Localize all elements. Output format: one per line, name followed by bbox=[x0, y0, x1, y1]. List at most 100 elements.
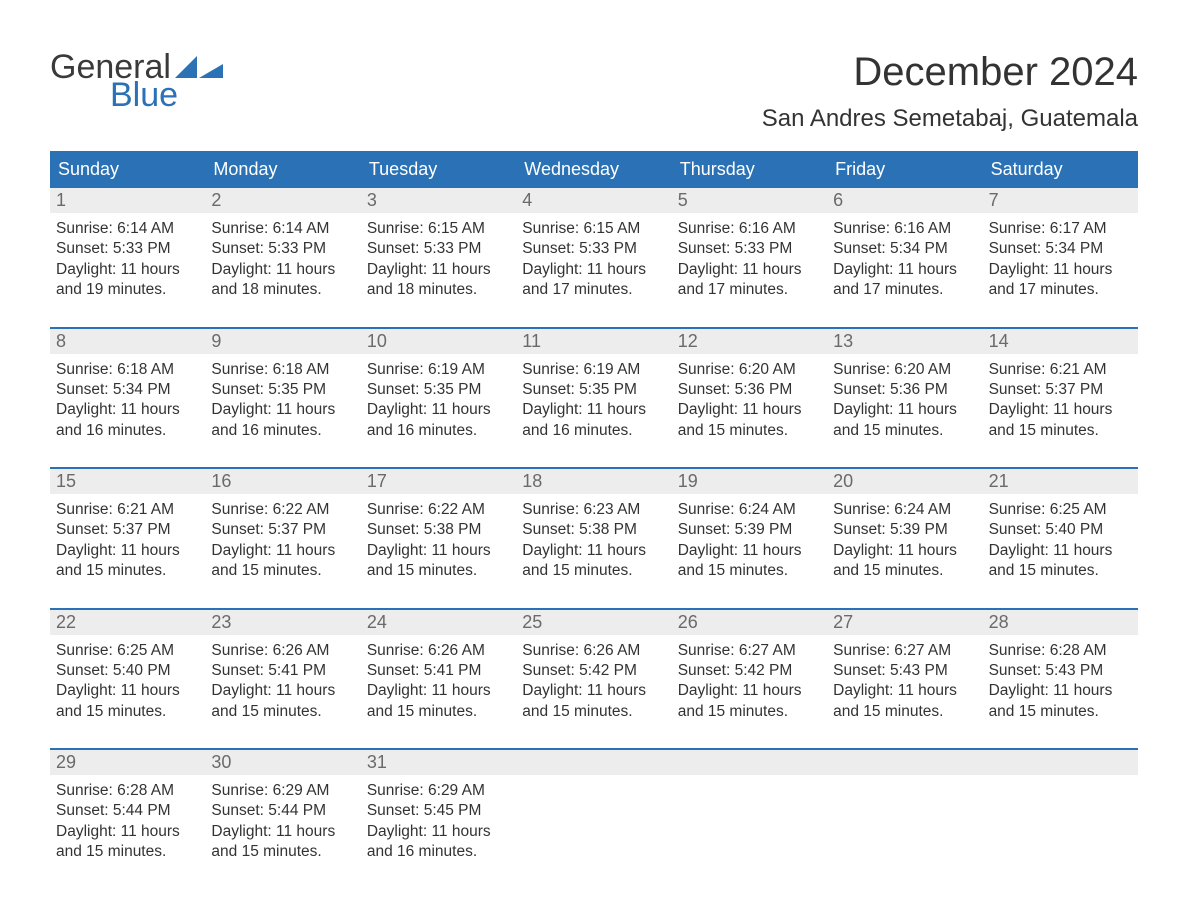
brand-word2: Blue bbox=[50, 78, 223, 112]
title-block: December 2024 San Andres Semetabaj, Guat… bbox=[762, 50, 1138, 133]
day-sunrise: Sunrise: 6:28 AM bbox=[56, 781, 199, 800]
day-dl2: and 15 minutes. bbox=[833, 561, 976, 580]
day-dl1: Daylight: 11 hours bbox=[522, 541, 665, 560]
day-dl1: Daylight: 11 hours bbox=[56, 541, 199, 560]
day-sunset: Sunset: 5:33 PM bbox=[211, 239, 354, 258]
day-sunset: Sunset: 5:33 PM bbox=[678, 239, 821, 258]
day-number: 12 bbox=[672, 329, 827, 354]
day-number: 10 bbox=[361, 329, 516, 354]
day-dl2: and 15 minutes. bbox=[367, 561, 510, 580]
day-sunrise: Sunrise: 6:26 AM bbox=[522, 641, 665, 660]
daynum-row: 1234567 bbox=[50, 188, 1138, 213]
day-cell: Sunrise: 6:25 AMSunset: 5:40 PMDaylight:… bbox=[983, 494, 1138, 592]
day-cell: Sunrise: 6:27 AMSunset: 5:43 PMDaylight:… bbox=[827, 635, 982, 733]
day-sunrise: Sunrise: 6:26 AM bbox=[211, 641, 354, 660]
day-dl1: Daylight: 11 hours bbox=[367, 681, 510, 700]
day-sunset: Sunset: 5:40 PM bbox=[56, 661, 199, 680]
day-cell: Sunrise: 6:21 AMSunset: 5:37 PMDaylight:… bbox=[50, 494, 205, 592]
day-sunrise: Sunrise: 6:26 AM bbox=[367, 641, 510, 660]
day-dl1: Daylight: 11 hours bbox=[211, 541, 354, 560]
day-number: 15 bbox=[50, 469, 205, 494]
day-sunset: Sunset: 5:42 PM bbox=[678, 661, 821, 680]
day-sunrise: Sunrise: 6:18 AM bbox=[211, 360, 354, 379]
day-dl1: Daylight: 11 hours bbox=[367, 541, 510, 560]
day-dl1: Daylight: 11 hours bbox=[522, 681, 665, 700]
day-dl1: Daylight: 11 hours bbox=[211, 260, 354, 279]
calendar-header-row: SundayMondayTuesdayWednesdayThursdayFrid… bbox=[50, 151, 1138, 188]
day-cell: Sunrise: 6:28 AMSunset: 5:43 PMDaylight:… bbox=[983, 635, 1138, 733]
day-number: 31 bbox=[361, 750, 516, 775]
day-dl1: Daylight: 11 hours bbox=[56, 681, 199, 700]
day-sunrise: Sunrise: 6:17 AM bbox=[989, 219, 1132, 238]
day-sunset: Sunset: 5:34 PM bbox=[833, 239, 976, 258]
day-dl2: and 15 minutes. bbox=[678, 702, 821, 721]
day-number: 13 bbox=[827, 329, 982, 354]
month-title: December 2024 bbox=[762, 50, 1138, 95]
day-dl2: and 15 minutes. bbox=[367, 702, 510, 721]
day-sunrise: Sunrise: 6:14 AM bbox=[56, 219, 199, 238]
day-cell: Sunrise: 6:24 AMSunset: 5:39 PMDaylight:… bbox=[827, 494, 982, 592]
day-cell: Sunrise: 6:19 AMSunset: 5:35 PMDaylight:… bbox=[516, 354, 671, 452]
day-dl2: and 17 minutes. bbox=[678, 280, 821, 299]
day-sunrise: Sunrise: 6:27 AM bbox=[833, 641, 976, 660]
day-cell: Sunrise: 6:14 AMSunset: 5:33 PMDaylight:… bbox=[205, 213, 360, 311]
day-dl2: and 15 minutes. bbox=[522, 561, 665, 580]
day-sunset: Sunset: 5:43 PM bbox=[989, 661, 1132, 680]
day-cell: Sunrise: 6:16 AMSunset: 5:33 PMDaylight:… bbox=[672, 213, 827, 311]
calendar-header-cell: Sunday bbox=[50, 151, 205, 188]
day-number: 17 bbox=[361, 469, 516, 494]
day-dl1: Daylight: 11 hours bbox=[56, 260, 199, 279]
day-dl1: Daylight: 11 hours bbox=[678, 541, 821, 560]
day-number bbox=[516, 750, 671, 775]
calendar-week: 1234567Sunrise: 6:14 AMSunset: 5:33 PMDa… bbox=[50, 188, 1138, 311]
day-cell: Sunrise: 6:18 AMSunset: 5:35 PMDaylight:… bbox=[205, 354, 360, 452]
day-dl1: Daylight: 11 hours bbox=[56, 822, 199, 841]
day-dl2: and 16 minutes. bbox=[367, 842, 510, 861]
day-sunset: Sunset: 5:37 PM bbox=[989, 380, 1132, 399]
day-cell: Sunrise: 6:14 AMSunset: 5:33 PM Daylight:… bbox=[50, 213, 205, 311]
day-cell bbox=[983, 775, 1138, 873]
day-dl1: Daylight: 11 hours bbox=[522, 400, 665, 419]
day-dl2: and 15 minutes. bbox=[678, 421, 821, 440]
daynum-row: 15161718192021 bbox=[50, 469, 1138, 494]
day-dl2: and 15 minutes. bbox=[833, 702, 976, 721]
day-dl2: and 15 minutes. bbox=[989, 702, 1132, 721]
calendar-week: 891011121314 Sunrise: 6:18 AM Sunset: 5:34… bbox=[50, 327, 1138, 452]
day-sunset: Sunset: 5:45 PM bbox=[367, 801, 510, 820]
day-dl1: Daylight: 11 hours bbox=[367, 400, 510, 419]
day-cell: Sunrise: 6:15 AMSunset: 5:33 PMDaylight:… bbox=[361, 213, 516, 311]
day-sunset: Sunset: 5:42 PM bbox=[522, 661, 665, 680]
day-sunset: Sunset: 5:34 PM bbox=[56, 380, 199, 399]
day-cell: Sunrise: 6:26 AMSunset: 5:42 PMDaylight:… bbox=[516, 635, 671, 733]
day-sunset: Sunset: 5:38 PM bbox=[367, 520, 510, 539]
day-number: 3 bbox=[361, 188, 516, 213]
day-number: 6 bbox=[827, 188, 982, 213]
day-sunrise: Sunrise: 6:28 AM bbox=[989, 641, 1132, 660]
day-sunrise: Sunrise: 6:27 AM bbox=[678, 641, 821, 660]
day-cell: Sunrise: 6:29 AMSunset: 5:44 PMDaylight:… bbox=[205, 775, 360, 873]
day-sunset: Sunset: 5:35 PM bbox=[211, 380, 354, 399]
day-sunset: Sunset: 5:33 PM bbox=[367, 239, 510, 258]
day-number bbox=[672, 750, 827, 775]
day-number: 30 bbox=[205, 750, 360, 775]
day-sunrise: Sunrise: 6:25 AM bbox=[989, 500, 1132, 519]
day-dl2: and 17 minutes. bbox=[522, 280, 665, 299]
day-number: 5 bbox=[672, 188, 827, 213]
calendar-body: 1234567Sunrise: 6:14 AMSunset: 5:33 PMDa… bbox=[50, 188, 1138, 873]
day-sunrise: Sunrise: 6:25 AM bbox=[56, 641, 199, 660]
day-number: 19 bbox=[672, 469, 827, 494]
calendar-header-cell: Friday bbox=[827, 151, 982, 188]
day-dl2: and 15 minutes. bbox=[211, 561, 354, 580]
day-cell: Sunrise: 6:24 AMSunset: 5:39 PMDaylight:… bbox=[672, 494, 827, 592]
day-sunrise: Sunrise: 6:29 AM bbox=[211, 781, 354, 800]
calendar: SundayMondayTuesdayWednesdayThursdayFrid… bbox=[50, 151, 1138, 873]
day-sunset: Sunset: 5:33 PM bbox=[56, 239, 199, 258]
day-sunrise: Sunrise: 6:22 AM bbox=[367, 500, 510, 519]
day-cell: Sunrise: 6:23 AMSunset: 5:38 PMDaylight:… bbox=[516, 494, 671, 592]
day-sunset: Sunset: 5:36 PM bbox=[833, 380, 976, 399]
daynum-row: 891011121314 bbox=[50, 329, 1138, 354]
day-dl2: and 15 minutes. bbox=[56, 702, 199, 721]
day-sunrise: Sunrise: 6:21 AM bbox=[989, 360, 1132, 379]
day-sunset: Sunset: 5:35 PM bbox=[367, 380, 510, 399]
daynum-row: 293031 bbox=[50, 750, 1138, 775]
